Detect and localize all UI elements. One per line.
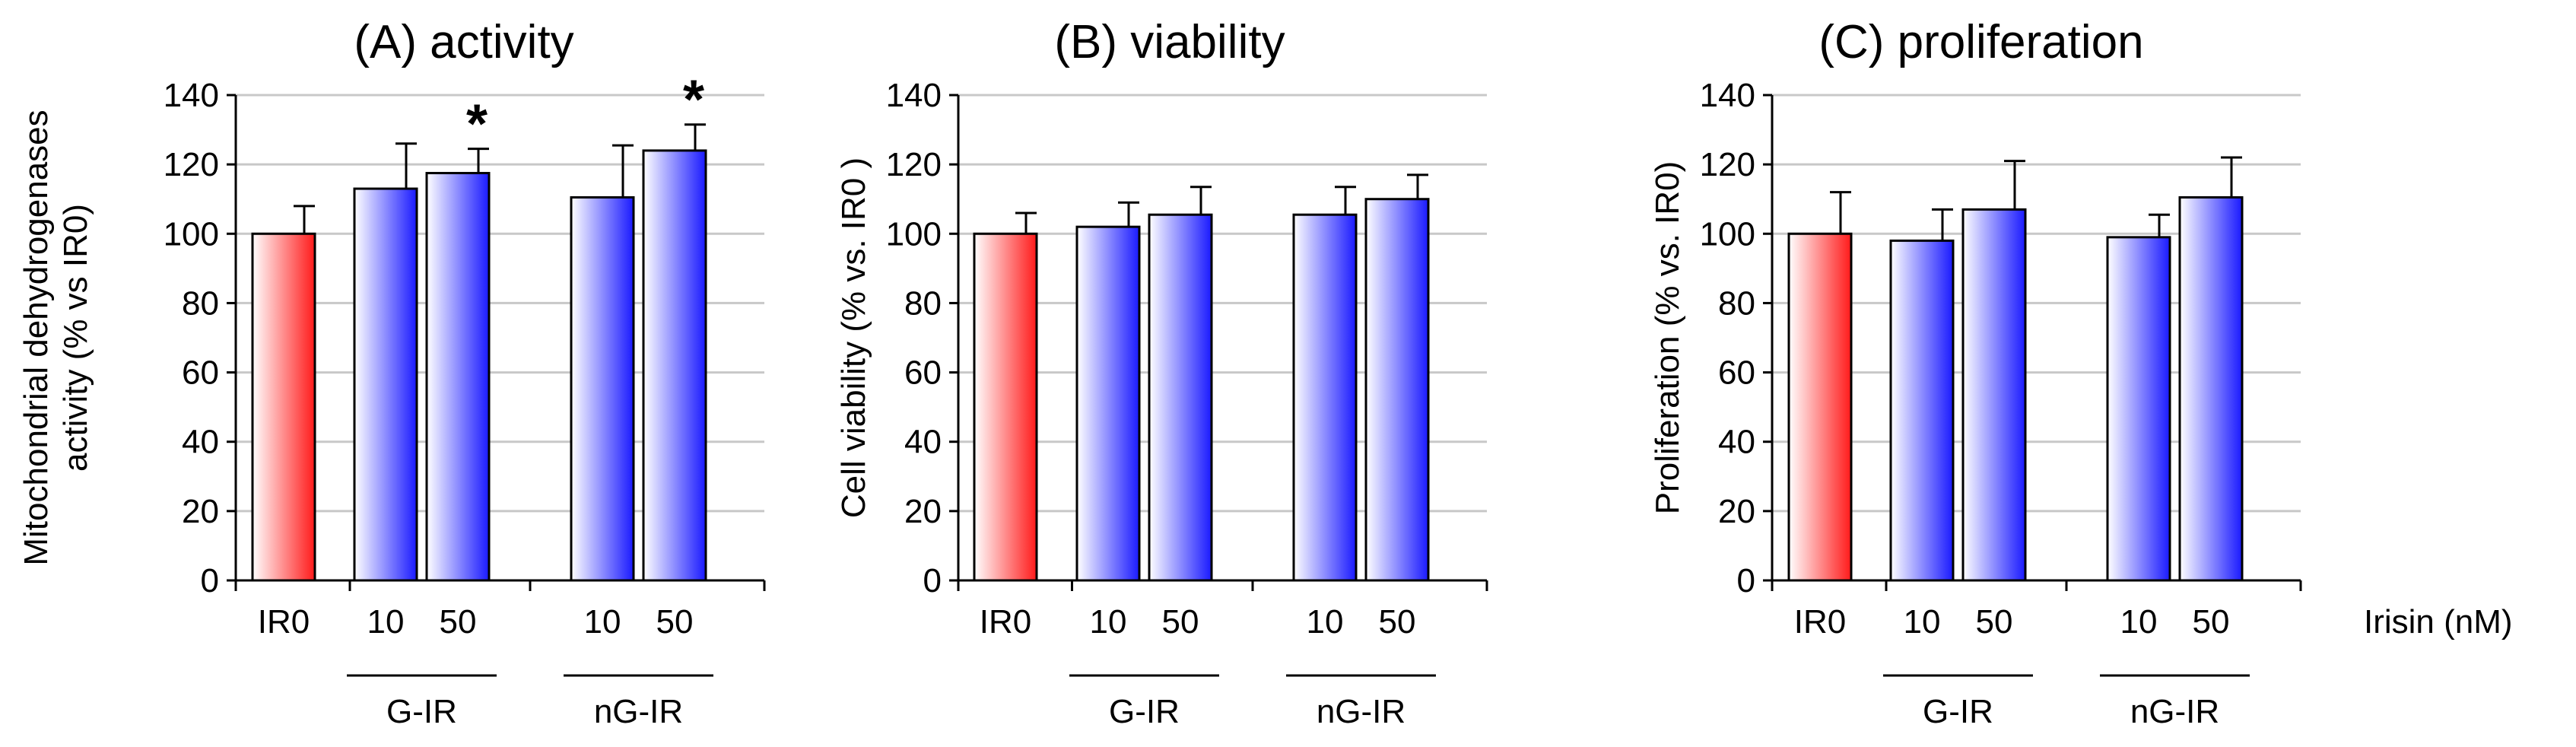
y-tick-label: 60 [182,354,219,392]
y-tick-label: 0 [1737,562,1755,599]
x-tick-label: 50 [1379,603,1416,641]
x-tick-label: IR0 [258,603,310,641]
y-tick-label: 60 [1718,354,1755,392]
y-tick-label: 40 [1718,424,1755,461]
y-tick-label: 100 [1700,215,1755,253]
bar-g-ir-50 [1148,213,1213,582]
x-tick-label: 10 [584,603,621,641]
y-tick-label: 120 [1700,146,1755,183]
bar-ng-ir-10 [1292,213,1358,582]
y-tick-label: 140 [164,77,219,114]
bar-ir0 [1787,232,1853,582]
x-tick-label: 10 [1090,603,1127,641]
y-axis-label-line: Proliferation (% vs. IR0) [1649,161,1686,515]
y-tick-label: 0 [923,562,942,599]
y-tick-label: 120 [164,146,219,183]
group-label: nG-IR [1317,693,1406,730]
y-tick-label: 120 [886,146,942,183]
y-axis-label: Cell viability (% vs. IR0 ) [835,157,872,518]
y-tick-label: 80 [182,284,219,322]
y-tick-label: 80 [1718,284,1755,322]
x-tick-label: 50 [1976,603,2013,641]
x-tick-label: 50 [656,603,694,641]
y-tick-label: 40 [904,424,942,461]
y-tick-label: 20 [904,493,942,530]
y-tick-label: 100 [886,215,942,253]
group-label: G-IR [386,693,457,730]
y-tick-label: 40 [182,424,219,461]
bar-ng-ir-50 [1364,198,1430,582]
bar-ng-ir-50 [642,149,707,582]
chart-title: (B) viability [1054,16,1285,68]
y-axis-label-line: Mitochondrial dehydrogenases [17,110,55,565]
chart-title: (C) proliferation [1818,16,2143,68]
chart-title: (A) activity [354,16,573,68]
y-tick-label: 140 [1700,77,1755,114]
bar-ir0 [251,232,316,582]
bar-g-ir-50 [1961,208,2027,582]
x-tick-label: 50 [440,603,477,641]
bar-g-ir-10 [1889,239,1955,582]
x-tick-label: IR0 [980,603,1031,641]
group-label: nG-IR [2130,693,2219,730]
bar-ir0 [973,232,1038,582]
x-tick-label: 10 [1307,603,1344,641]
bar-g-ir-10 [1075,225,1141,582]
group-label: nG-IR [594,693,683,730]
chart-panel-2: (C) proliferation 0 20 40 60 80 100 120 140 Proli… [1649,16,2513,730]
bar-g-ir-50 [425,172,491,582]
y-axis-label-line: Cell viability (% vs. IR0 ) [835,157,872,518]
bar-ng-ir-10 [2106,236,2171,582]
y-tick-label: 20 [1718,493,1755,530]
group-label: G-IR [1923,693,1993,730]
group-label: G-IR [1109,693,1180,730]
y-tick-label: 140 [886,77,942,114]
y-axis-label: Mitochondrial dehydrogenasesactivity (% … [17,110,94,565]
bar-ng-ir-10 [570,195,635,582]
bar-g-ir-10 [353,187,418,582]
x-tick-label: 10 [367,603,405,641]
significance-star: * [683,70,704,131]
x-tick-label: 10 [2120,603,2158,641]
x-tick-label: 50 [1162,603,1199,641]
y-tick-label: 0 [201,562,219,599]
y-tick-label: 20 [182,493,219,530]
chart-panel-1: (B) viability 0 20 40 60 80 100 120 140 Cell viab… [835,16,1488,730]
y-axis-label-line: activity (% vs IR0) [57,204,94,472]
y-tick-label: 60 [904,354,942,392]
x-tick-label: 50 [2193,603,2230,641]
x-tick-label: IR0 [1794,603,1846,641]
unit-label: Irisin (nM) [2364,603,2513,641]
y-axis-label: Proliferation (% vs. IR0) [1649,161,1686,515]
y-tick-label: 80 [904,284,942,322]
bar-ng-ir-50 [2178,195,2244,582]
x-tick-label: 10 [1904,603,1941,641]
chart-panel-0: (A) activity 0 20 40 60 80 100 120 140 Mitochondr… [17,16,766,730]
significance-star: * [466,94,488,155]
y-tick-label: 100 [164,215,219,253]
